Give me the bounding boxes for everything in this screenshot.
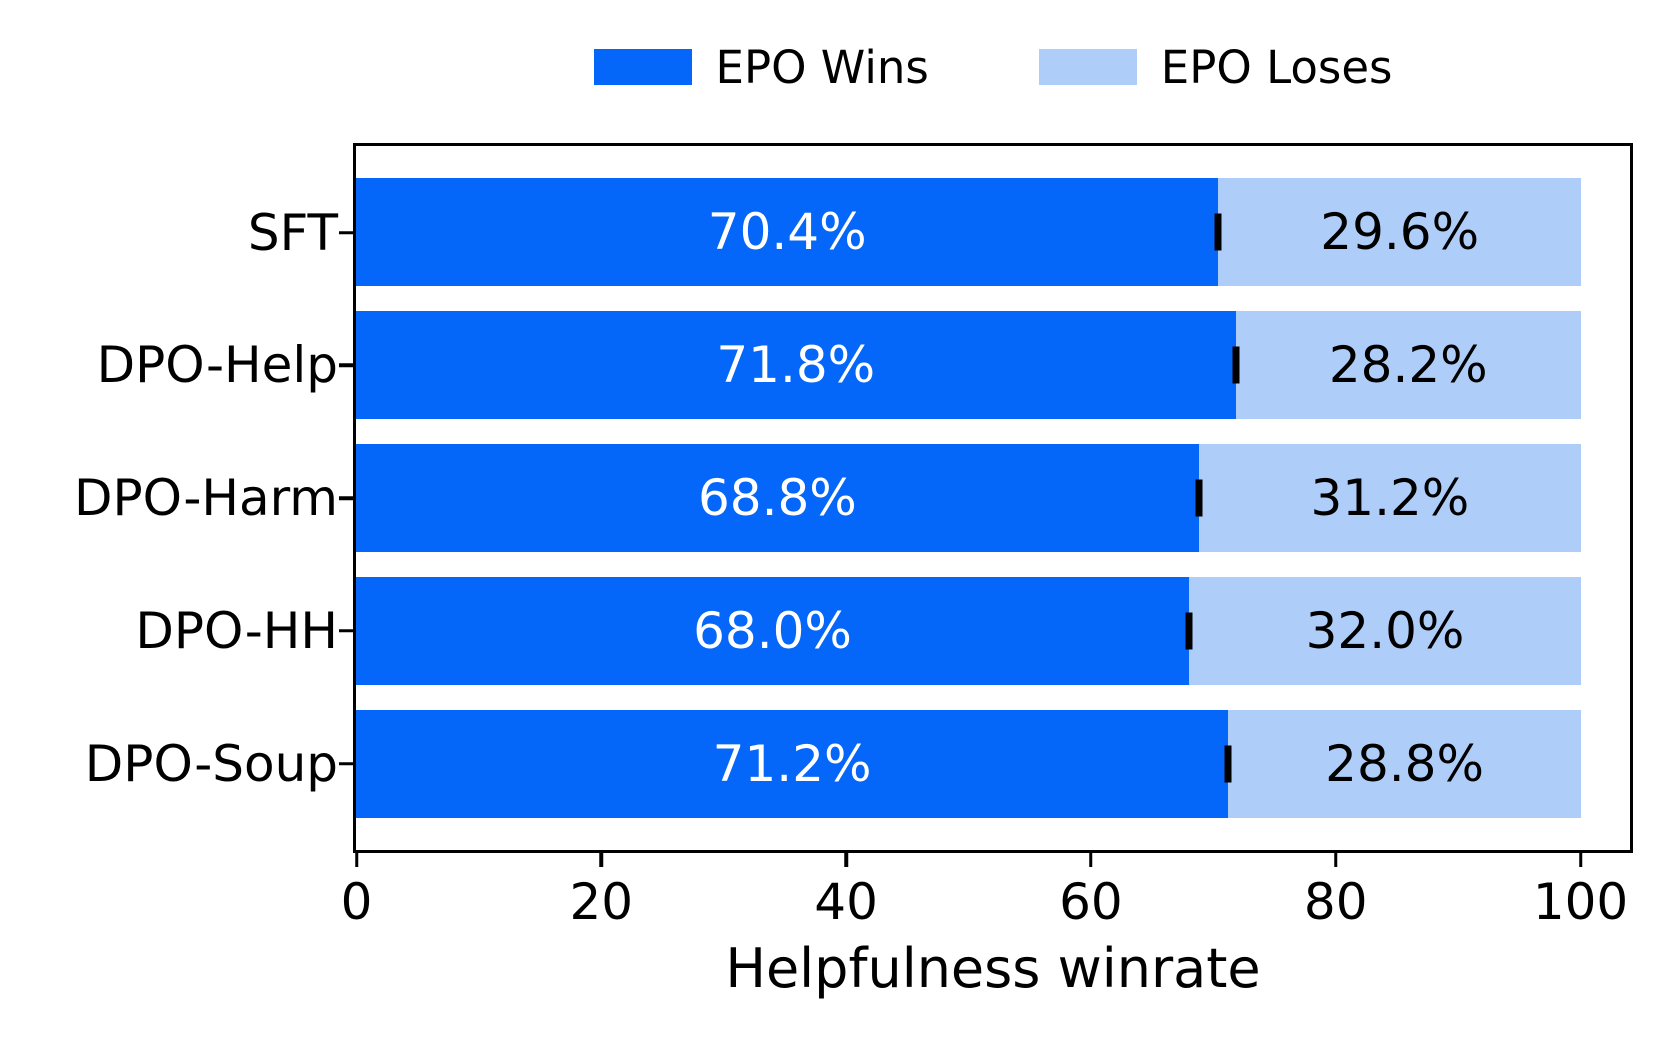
epo-wins-segment: 71.8% bbox=[356, 311, 1236, 419]
x-tick-label: 80 bbox=[1303, 873, 1368, 931]
epo-wins-segment: 71.2% bbox=[356, 710, 1229, 818]
y-tick-label: DPO-Help bbox=[96, 336, 338, 395]
error-bar-tick bbox=[1185, 612, 1193, 650]
error-bar-tick bbox=[1224, 745, 1232, 783]
y-tick-mark bbox=[339, 496, 353, 500]
y-tick-label: DPO-Harm bbox=[73, 469, 338, 527]
x-axis-title: Helpfulness winrate bbox=[725, 937, 1261, 1000]
epo-loses-segment: 32.0% bbox=[1189, 577, 1581, 685]
legend-item-epo-wins: EPO Wins bbox=[593, 40, 929, 94]
epo-loses-segment: 31.2% bbox=[1198, 444, 1581, 552]
x-tick-mark bbox=[599, 853, 604, 867]
x-tick-label: 60 bbox=[1059, 873, 1123, 931]
y-tick-mark bbox=[339, 230, 353, 235]
y-tick-mark bbox=[339, 363, 353, 367]
error-bar-tick bbox=[1232, 346, 1240, 384]
win-percent-label: 68.8% bbox=[697, 469, 857, 527]
x-tick-label: 20 bbox=[569, 873, 634, 931]
legend: EPO Wins EPO Loses bbox=[356, 36, 1630, 98]
x-tick-label: 40 bbox=[814, 873, 878, 931]
legend-item-epo-loses: EPO Loses bbox=[1038, 40, 1393, 94]
epo-wins-segment: 68.8% bbox=[356, 444, 1199, 552]
y-tick-label: DPO-Soup bbox=[84, 734, 338, 793]
x-tick-mark bbox=[1089, 853, 1093, 867]
epo-wins-legend-label: EPO Wins bbox=[715, 40, 929, 94]
lose-percent-label: 29.6% bbox=[1320, 203, 1480, 261]
bar-row: 71.8% 28.2% bbox=[356, 311, 1630, 419]
win-percent-label: 70.4% bbox=[707, 203, 867, 261]
error-bar-tick bbox=[1195, 479, 1203, 517]
bar-row: 68.8% 31.2% bbox=[356, 444, 1630, 552]
epo-wins-segment: 68.0% bbox=[356, 577, 1189, 685]
epo-loses-segment: 28.8% bbox=[1228, 710, 1581, 818]
bar-row: 68.0% 32.0% bbox=[356, 577, 1630, 685]
x-tick-mark bbox=[1578, 853, 1583, 867]
epo-wins-segment: 70.4% bbox=[356, 178, 1219, 286]
x-tick-label: 0 bbox=[340, 873, 373, 931]
bar-row: 70.4% 29.6% bbox=[356, 178, 1630, 286]
x-tick-mark bbox=[1333, 853, 1338, 867]
win-percent-label: 71.2% bbox=[712, 735, 872, 793]
win-percent-label: 68.0% bbox=[693, 602, 852, 660]
x-axis: 0 20 40 60 80 100 bbox=[341, 853, 1630, 973]
epo-wins-swatch-icon bbox=[593, 49, 692, 85]
lose-percent-label: 31.2% bbox=[1310, 469, 1470, 527]
x-tick-mark bbox=[354, 853, 359, 867]
y-tick-mark bbox=[339, 761, 353, 766]
error-bar-tick bbox=[1214, 213, 1222, 251]
y-tick-label: DPO-HH bbox=[135, 601, 338, 660]
epo-loses-segment: 28.2% bbox=[1235, 311, 1581, 419]
epo-loses-legend-label: EPO Loses bbox=[1160, 40, 1393, 94]
lose-percent-label: 32.0% bbox=[1305, 602, 1465, 660]
y-tick-mark bbox=[339, 629, 353, 633]
plot-area: 70.4% 29.6% 71.8% 28.2% 68.8% 31.2% 68.0% 32.0%… bbox=[353, 143, 1633, 853]
lose-percent-label: 28.8% bbox=[1325, 735, 1484, 793]
bar-row: 71.2% 28.8% bbox=[356, 710, 1630, 818]
x-tick-label: 100 bbox=[1532, 873, 1629, 931]
x-tick-mark bbox=[844, 853, 848, 867]
y-tick-label: SFT bbox=[247, 203, 338, 262]
lose-percent-label: 28.2% bbox=[1328, 336, 1488, 394]
win-percent-label: 71.8% bbox=[716, 336, 876, 394]
epo-loses-swatch-icon bbox=[1038, 49, 1137, 85]
epo-loses-segment: 29.6% bbox=[1218, 178, 1581, 286]
